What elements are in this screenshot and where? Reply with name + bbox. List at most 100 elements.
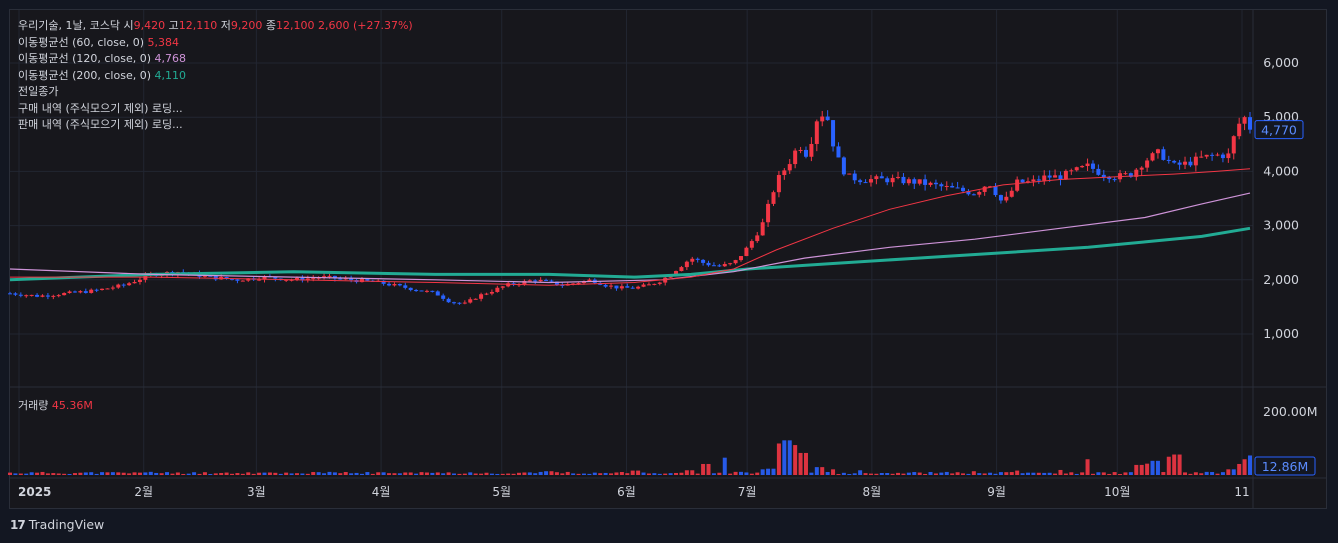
candle-body <box>1242 117 1247 124</box>
legend: 우리기술, 1날, 코스닥 시9,420 고12,110 저9,200 종12,… <box>18 18 413 134</box>
volume-bar <box>706 463 711 475</box>
candle-body <box>18 294 23 296</box>
tradingview-logo-icon[interactable]: 17 <box>10 517 26 532</box>
volume-bar <box>971 471 976 475</box>
low-value: 9,200 <box>230 19 263 32</box>
candle-body <box>105 288 110 290</box>
volume-bar <box>1226 469 1231 475</box>
volume-bar <box>322 473 327 475</box>
candle-body <box>695 258 700 260</box>
volume-bar <box>267 472 272 475</box>
candle-body <box>387 283 392 286</box>
candle-body <box>408 287 413 291</box>
volume-bar <box>1063 473 1068 475</box>
candle-body <box>841 157 846 175</box>
candle-body <box>305 278 310 281</box>
chart-panel[interactable] <box>9 9 1327 509</box>
volume-bar <box>1188 473 1193 475</box>
volume-bar <box>403 472 408 475</box>
legend-ma200-row[interactable]: 이동평균선 (200, close, 0) 4,110 <box>18 68 413 85</box>
candle-body <box>1096 168 1101 175</box>
volume-bar <box>165 472 170 475</box>
candle-body <box>923 179 928 185</box>
volume-bar <box>581 473 586 475</box>
candle-body <box>901 176 906 184</box>
volume-bar <box>1210 472 1215 475</box>
candle-body <box>836 146 841 158</box>
volume-bar <box>424 472 429 475</box>
candle-body <box>663 277 668 283</box>
legend-symbol-row[interactable]: 우리기술, 1날, 코스닥 시9,420 고12,110 저9,200 종12,… <box>18 18 413 35</box>
candle-body <box>424 290 429 292</box>
volume-bar <box>1145 463 1150 475</box>
candle-body <box>392 284 397 286</box>
legend-buy-row[interactable]: 구매 내역 (주식모으기 제외) 로딩... <box>18 101 413 118</box>
candle-body <box>1210 154 1215 156</box>
candle-body <box>690 258 695 262</box>
volume-bar <box>668 473 673 475</box>
candle-body <box>1177 162 1182 165</box>
last-price-label: 4,770 <box>1261 123 1297 138</box>
volume-value: 45.36M <box>51 399 93 412</box>
legend-ma60-row[interactable]: 이동평균선 (60, close, 0) 5,384 <box>18 35 413 52</box>
volume-bar <box>533 473 538 475</box>
ma60-value: 5,384 <box>147 35 180 49</box>
volume-bar <box>35 472 40 475</box>
candle-body <box>874 176 879 180</box>
candle-body <box>803 149 808 157</box>
candle-body <box>24 295 29 297</box>
candle-body <box>473 298 478 300</box>
candle-body <box>121 284 126 286</box>
candle-body <box>468 299 473 303</box>
candle-body <box>1248 117 1252 130</box>
last-price-badge <box>1254 120 1304 140</box>
candle-body <box>202 275 207 277</box>
candle-body <box>1069 170 1074 172</box>
price-tick-label: 6,000 <box>1263 55 1299 70</box>
volume-bar <box>387 473 392 475</box>
volume-bar <box>24 473 29 475</box>
candle-body <box>51 295 56 297</box>
volume-bar <box>717 472 722 475</box>
volume-bar <box>370 473 375 475</box>
volume-bar <box>544 471 549 475</box>
candle-body <box>1161 149 1166 160</box>
candle-body <box>993 186 998 196</box>
candle-body <box>706 262 711 266</box>
legend-ma120-row[interactable]: 이동평균선 (120, close, 0) 4,768 <box>18 51 413 68</box>
candle-body <box>917 179 922 184</box>
candle-body <box>1183 161 1188 165</box>
candle-body <box>1145 160 1150 168</box>
volume-bar <box>435 472 440 475</box>
volume-bar <box>1085 459 1090 475</box>
candle-body <box>863 182 868 184</box>
volume-legend[interactable]: 거래량 45.36M <box>18 397 93 413</box>
volume-bar <box>300 473 305 475</box>
volume-bar <box>1134 464 1139 475</box>
volume-bar <box>408 472 413 475</box>
volume-bar <box>728 473 733 475</box>
volume-bar <box>619 471 624 475</box>
volume-bar <box>462 473 467 475</box>
candle-body <box>906 179 911 184</box>
candle-body <box>414 290 419 292</box>
volume-bar <box>955 472 960 475</box>
candle-body <box>240 280 245 282</box>
volume-bar <box>230 473 235 475</box>
volume-bar <box>814 467 819 475</box>
candle-body <box>961 187 966 192</box>
volume-bar <box>592 472 597 475</box>
candle-body <box>294 277 299 280</box>
volume-bar <box>208 473 213 475</box>
volume-bar <box>636 470 641 475</box>
volume-bar <box>495 473 500 475</box>
legend-sell-row[interactable]: 판매 내역 (주식모으기 제외) 로딩... <box>18 117 413 134</box>
candle-body <box>679 267 684 272</box>
tradingview-logo-text[interactable]: TradingView <box>28 517 105 532</box>
close-value: 12,100 <box>275 19 315 32</box>
candle-body <box>311 278 316 280</box>
candle-body <box>852 173 857 181</box>
legend-prev-close-row[interactable]: 전일종가 <box>18 84 413 101</box>
volume-bar <box>977 473 982 475</box>
